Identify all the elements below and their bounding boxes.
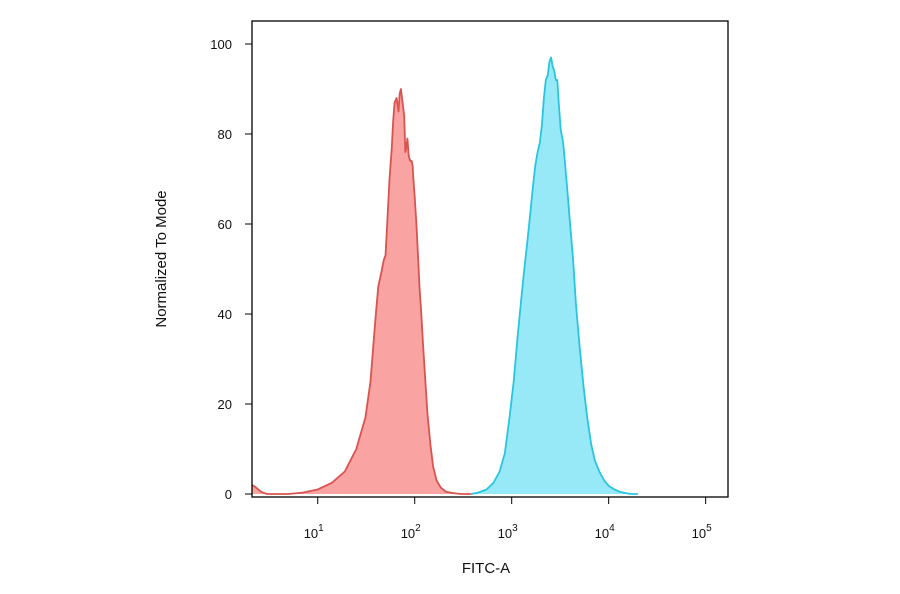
x-axis-title: FITC-A [462, 560, 510, 577]
histogram-2-fill [470, 57, 638, 494]
x-tick-label: 104 [595, 523, 615, 541]
histogram-1-outline [251, 88, 471, 495]
x-tick-label: 105 [692, 523, 712, 541]
series-layer [251, 56, 638, 495]
ticks-layer: 101 102 103 104 105 0 20 40 60 80 100 [210, 37, 712, 541]
plot-frame [251, 20, 729, 498]
x-tick-label: 103 [498, 523, 518, 541]
y-tick-label: 80 [218, 127, 232, 142]
y-axis-title: Normalized To Mode [153, 190, 170, 327]
histogram-2-outline [470, 56, 638, 495]
y-tick-label: 100 [210, 37, 232, 52]
y-tick-label: 20 [218, 397, 232, 412]
histogram-1-fill [252, 89, 471, 494]
y-tick-label: 60 [218, 217, 232, 232]
x-tick-label: 101 [304, 523, 324, 541]
x-tick-label: 102 [401, 523, 421, 541]
y-tick-label: 0 [225, 487, 232, 502]
y-tick-label: 40 [218, 307, 232, 322]
